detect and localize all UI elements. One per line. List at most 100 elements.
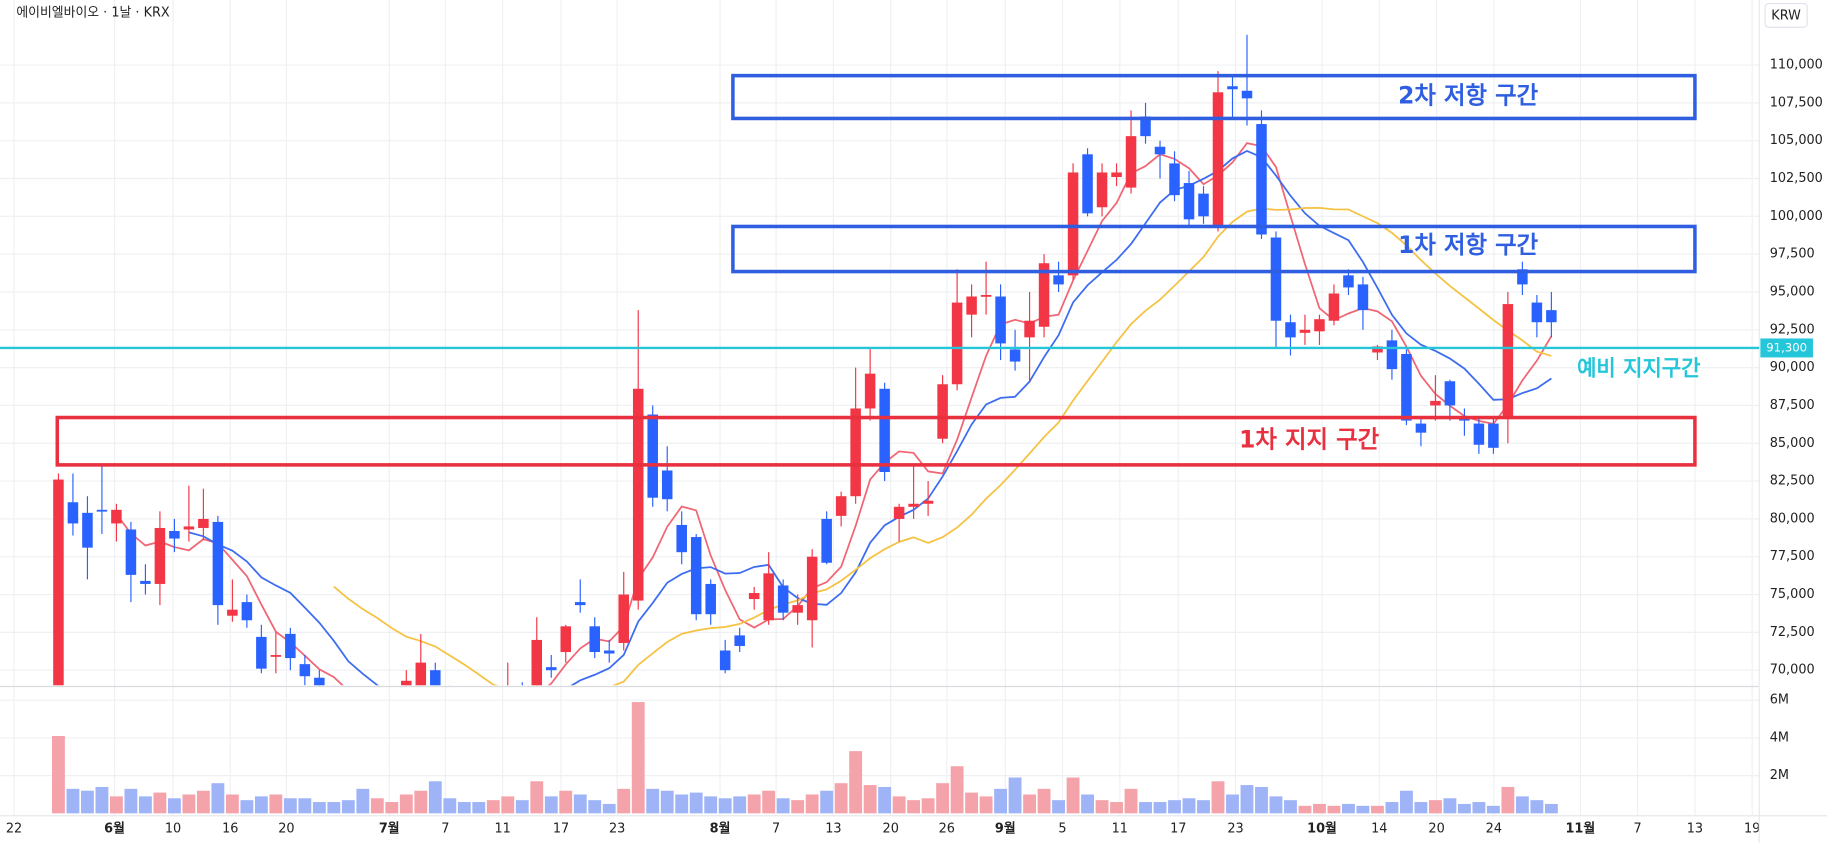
volume-bar xyxy=(530,781,544,814)
volume-bar xyxy=(776,798,790,814)
volume-bar xyxy=(617,788,631,814)
volume-bar xyxy=(1037,788,1051,814)
volume-bar xyxy=(66,788,80,814)
volume-bar xyxy=(486,800,500,814)
candle-body xyxy=(1183,183,1195,220)
candle-body xyxy=(1270,237,1282,321)
zone-label: 1차 저항 구간 xyxy=(1398,231,1538,259)
volume-bar xyxy=(1414,802,1428,814)
candle-body xyxy=(647,414,658,498)
candle-body xyxy=(589,626,600,653)
candle-body xyxy=(241,602,253,621)
candle-body xyxy=(140,580,151,584)
volume-bar xyxy=(1428,800,1442,814)
volume-bar xyxy=(892,796,906,814)
currency-button[interactable] xyxy=(1764,2,1808,28)
candle-body xyxy=(1415,423,1427,433)
candle-body xyxy=(922,500,934,504)
candle-body xyxy=(734,635,745,646)
volume-bar xyxy=(385,802,399,814)
x-tick-label: 20 xyxy=(883,821,899,836)
candle-body xyxy=(574,602,586,606)
volume-bar xyxy=(472,802,486,814)
volume-bar xyxy=(1298,805,1312,814)
candle-body xyxy=(1111,172,1122,178)
volume-bar xyxy=(965,792,979,814)
y-tick-label: 70,000 xyxy=(1770,663,1815,678)
candle-body xyxy=(835,496,847,516)
volume-bar xyxy=(979,796,993,814)
volume-bar xyxy=(1226,794,1239,814)
x-tick-label: 7 xyxy=(441,821,449,836)
candle-body xyxy=(705,583,716,615)
x-tick-label: 23 xyxy=(609,821,625,836)
volume-bar xyxy=(428,781,442,814)
y-tick-label: 75,000 xyxy=(1770,587,1815,602)
volume-bar xyxy=(501,796,515,814)
volume-bar xyxy=(1008,777,1022,814)
candle-body xyxy=(879,388,890,473)
volume-bar xyxy=(1530,800,1544,814)
y-tick-label: 80,000 xyxy=(1770,511,1815,526)
x-tick-label: 11 xyxy=(1112,821,1128,836)
volume-bar xyxy=(1269,796,1283,814)
x-tick-label: 7월 xyxy=(379,820,400,836)
candle-body xyxy=(893,506,905,519)
chart-title: 에이비엘바이오 · 1날 · KRX xyxy=(16,5,169,20)
volume-bar xyxy=(1284,800,1297,814)
y-tick-label: 90,000 xyxy=(1770,360,1815,375)
volume-bar xyxy=(182,794,196,814)
candle-body xyxy=(183,526,195,530)
x-tick-label: 24 xyxy=(1486,821,1502,836)
volume-bar xyxy=(1153,802,1167,814)
x-tick-label: 14 xyxy=(1371,821,1387,836)
x-tick-label: 9월 xyxy=(995,820,1016,836)
candle-body xyxy=(545,667,557,671)
volume-bar xyxy=(1081,794,1094,814)
currency-label[interactable]: KRW xyxy=(1771,8,1801,23)
y-tick-label: 97,500 xyxy=(1770,247,1815,262)
candle-body xyxy=(1517,269,1528,285)
candle-body xyxy=(821,518,832,563)
volume-bar xyxy=(1544,803,1558,814)
y-tick-label: 110,000 xyxy=(1770,57,1823,72)
candle-body xyxy=(96,509,108,512)
volume-bar xyxy=(1124,788,1138,814)
volume-bar xyxy=(312,802,326,814)
zone-box xyxy=(731,224,1697,274)
x-tick-label: 10월 xyxy=(1307,820,1337,836)
candle-body xyxy=(908,503,919,507)
volume-tick-label: 2M xyxy=(1770,768,1789,783)
volume-bar xyxy=(936,783,950,814)
candle-body xyxy=(777,585,789,613)
candle-body xyxy=(1299,329,1311,333)
x-tick-label: 13 xyxy=(825,821,841,836)
candle-body xyxy=(995,296,1006,344)
candle-body xyxy=(1372,346,1383,353)
candle-body xyxy=(1328,293,1340,321)
candle-body xyxy=(763,573,774,621)
x-tick-label: 6월 xyxy=(104,820,125,836)
volume-bar xyxy=(283,798,297,814)
candle-body xyxy=(82,512,93,548)
volume-bar xyxy=(805,794,819,814)
volume-bar xyxy=(52,736,65,814)
volume-bar xyxy=(559,790,573,814)
candle-body xyxy=(256,636,267,669)
volume-bar xyxy=(1255,786,1268,814)
x-tick-label: 8월 xyxy=(710,820,731,836)
candle-body xyxy=(1256,124,1267,235)
volume-bar xyxy=(1197,800,1210,814)
volume-bar xyxy=(1486,805,1500,814)
x-tick-label: 26 xyxy=(939,821,955,836)
volume-bar xyxy=(1457,803,1471,814)
candle-body xyxy=(285,633,296,659)
candle-body xyxy=(1125,136,1137,188)
volume-bar xyxy=(443,798,457,814)
x-tick-label: 20 xyxy=(1428,821,1444,836)
x-tick-label: 17 xyxy=(553,821,569,836)
volume-bar xyxy=(1313,803,1326,814)
candle-body xyxy=(1473,423,1485,445)
volume-bar xyxy=(588,800,602,814)
